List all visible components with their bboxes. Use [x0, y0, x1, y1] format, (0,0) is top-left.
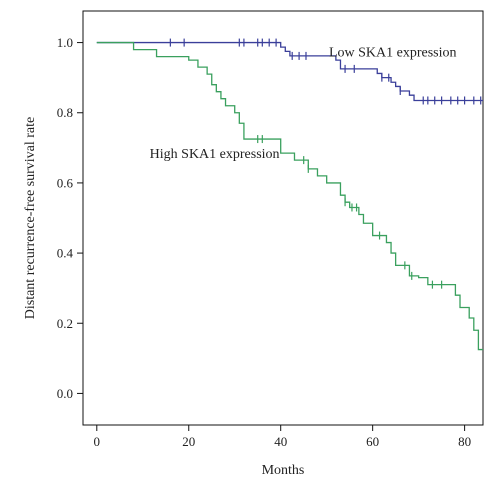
- y-tick-label: 0.0: [57, 386, 73, 401]
- low-ska1-label: Low SKA1 expression: [329, 45, 457, 60]
- y-tick-label: 0.2: [57, 316, 73, 331]
- x-tick-label: 0: [94, 434, 101, 449]
- x-tick-label: 60: [366, 434, 379, 449]
- y-tick-label: 1.0: [57, 35, 73, 50]
- high-ska1-label: High SKA1 expression: [150, 147, 280, 162]
- x-axis-label: Months: [262, 463, 305, 478]
- survival-curve: [96, 41, 483, 351]
- x-tick-label: 40: [274, 434, 287, 449]
- y-tick-label: 0.4: [57, 246, 74, 261]
- annotation-layer: Low SKA1 expression High SKA1 expression: [150, 45, 457, 162]
- x-tick-label: 80: [458, 434, 471, 449]
- plot-frame: [82, 10, 484, 426]
- x-tick-label: 20: [182, 434, 195, 449]
- y-axis-ticks: 0.0 0.2 0.4 0.6 0.8 1.0: [57, 35, 83, 401]
- x-axis-ticks: 0 20 40 60 80: [94, 425, 471, 449]
- survival-curve: [96, 41, 483, 102]
- series-layer: [96, 38, 483, 351]
- y-tick-label: 0.6: [57, 175, 74, 190]
- series-low-ska1: [96, 38, 483, 105]
- series-high-ska1: [96, 41, 483, 351]
- y-axis-label: Distant recurrence-free survival rate: [23, 117, 38, 320]
- y-tick-label: 0.8: [57, 105, 73, 120]
